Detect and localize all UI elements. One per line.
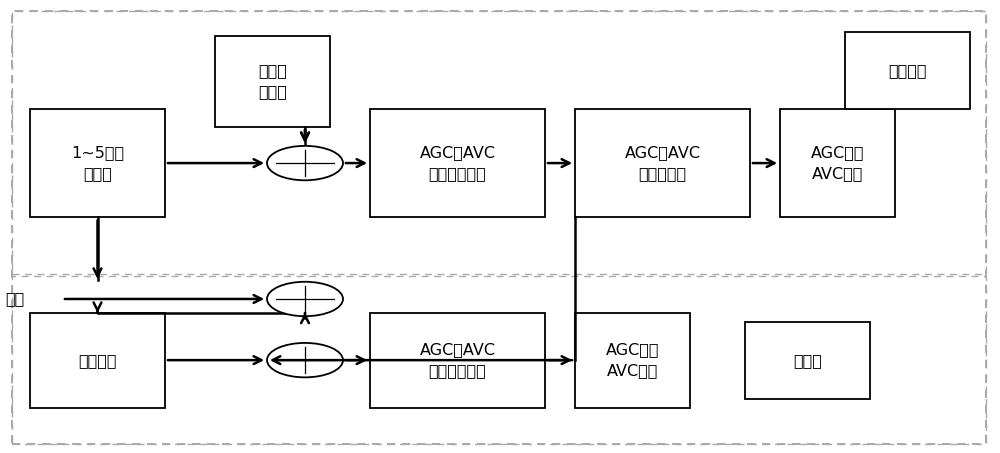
Text: 实时系统: 实时系统	[78, 352, 117, 368]
Text: AGC指令
AVC指令: AGC指令 AVC指令	[606, 342, 659, 378]
Bar	[30, 313, 165, 408]
Bar	[370, 109, 545, 217]
Bar	[12, 11, 986, 274]
Text: 秒层级: 秒层级	[793, 352, 822, 368]
Bar	[745, 322, 870, 399]
Bar	[12, 276, 986, 444]
Circle shape	[267, 146, 343, 180]
Bar	[575, 109, 750, 217]
Text: AGC指令
AVC指令: AGC指令 AVC指令	[811, 145, 864, 181]
Text: 联络线
计划值: 联络线 计划值	[258, 63, 287, 100]
Bar	[370, 313, 545, 408]
Text: 扰动: 扰动	[5, 291, 24, 307]
Text: 分钟层级: 分钟层级	[888, 63, 927, 78]
Circle shape	[267, 282, 343, 316]
Bar	[215, 36, 330, 127]
Circle shape	[267, 343, 343, 377]
Text: AGC与AVC
协调优化控制: AGC与AVC 协调优化控制	[420, 145, 496, 181]
Text: 1~5分钟
前系统: 1~5分钟 前系统	[71, 145, 124, 181]
Bar	[780, 109, 895, 217]
Bar	[575, 313, 690, 408]
Text: AGC与AVC
协调校正控制: AGC与AVC 协调校正控制	[420, 342, 496, 378]
Bar	[30, 109, 165, 217]
Text: AGC与AVC
功率基准值: AGC与AVC 功率基准值	[624, 145, 700, 181]
Bar	[845, 32, 970, 109]
